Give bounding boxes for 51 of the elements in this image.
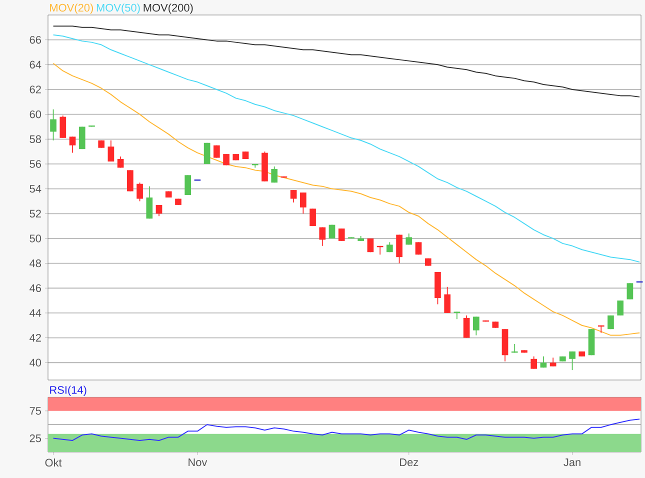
- candlestick: [444, 286, 451, 314]
- candlestick: [127, 170, 134, 192]
- y-tick-label: 52: [30, 210, 41, 218]
- candlestick: [328, 224, 336, 239]
- x-tick-label: Nov: [188, 458, 208, 466]
- text: MOV(50): [96, 4, 140, 14]
- y-tick-label: 60: [30, 110, 42, 118]
- candlestick: [319, 226, 326, 246]
- x-tick-label: Dez: [400, 458, 418, 466]
- candlestick: [136, 182, 143, 202]
- candlestick: [50, 108, 56, 141]
- text: MOV(20): [50, 4, 93, 14]
- candlestick: [108, 140, 114, 162]
- candlestick: [338, 228, 345, 242]
- candlestick: [204, 142, 210, 164]
- candlestick: [78, 126, 86, 150]
- series-label: MOV(200): [144, 4, 193, 14]
- y-tick-label: 56: [30, 160, 42, 168]
- y-tick-label: 40: [30, 358, 42, 366]
- y-tick-label: 54: [30, 184, 42, 193]
- y-tick-label: 62: [30, 86, 41, 94]
- candlestick: [530, 356, 538, 370]
- candlestick: [146, 186, 153, 220]
- candlestick: [415, 242, 422, 256]
- candlestick: [290, 190, 297, 203]
- y-tick-label: 42: [30, 334, 41, 342]
- y-tick-label: 25: [30, 434, 42, 442]
- candlestick: [617, 300, 624, 316]
- y-tick-label: 48: [30, 259, 42, 268]
- x-tick-label: Okt: [45, 458, 62, 467]
- y-tick-label: 44: [30, 309, 42, 317]
- candlestick: [271, 166, 278, 184]
- y-tick-label: 75: [30, 407, 42, 415]
- y-tick-label: 46: [30, 284, 42, 292]
- candlestick: [184, 174, 192, 196]
- candlestick: [569, 350, 576, 371]
- y-tick-label: 50: [30, 234, 42, 242]
- y-tick-label: 64: [30, 60, 42, 69]
- candlestick: [300, 192, 306, 214]
- chart-title: RSI(14): [50, 386, 86, 396]
- candlestick: [463, 314, 470, 338]
- x-tick-label: Jan: [564, 458, 580, 466]
- candlestick: [60, 115, 66, 138]
- candlestick: [473, 316, 480, 336]
- y-tick-label: 58: [30, 135, 42, 144]
- candlestick: [396, 234, 402, 264]
- y-tick-label: 66: [30, 36, 42, 44]
- candlestick: [310, 208, 316, 226]
- candlestick: [69, 136, 76, 154]
- candlestick: [214, 144, 220, 158]
- candlestick: [626, 282, 634, 300]
